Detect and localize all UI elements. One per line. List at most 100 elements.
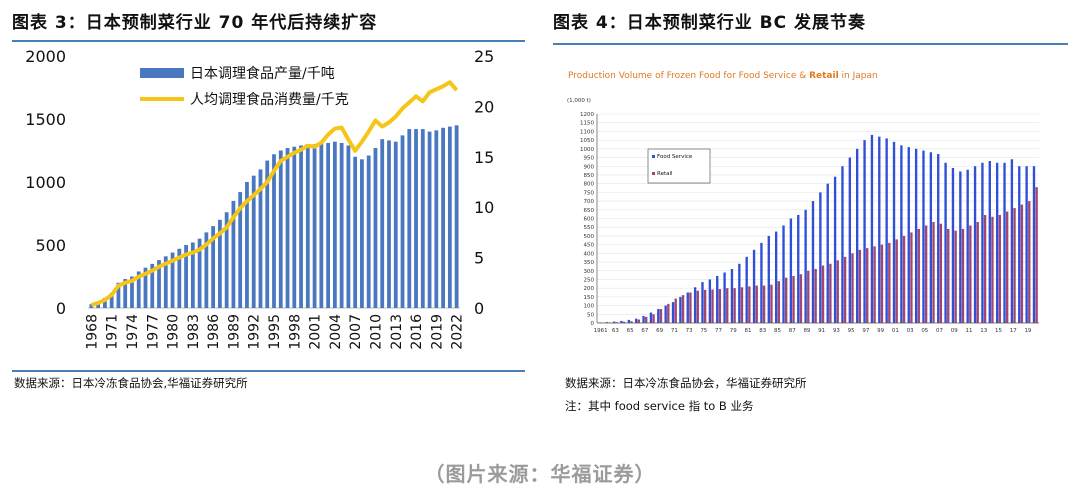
bar-retail-1995 [851, 253, 854, 323]
x-tick-label: 1983 [186, 314, 202, 350]
bar-retail-1982 [755, 285, 758, 323]
bar-retail-1996 [858, 249, 862, 323]
bar-retail-1965 [630, 321, 633, 323]
bar-production-1980 [170, 252, 175, 308]
bar-food-service-2020 [1032, 166, 1036, 323]
y-right-tick-label: 0 [474, 299, 484, 318]
bar-food-service-1982 [752, 249, 756, 323]
bar-production-1978 [157, 260, 161, 308]
bar-production-1987 [218, 219, 222, 308]
bar-retail-2014 [991, 216, 994, 323]
bar-production-1975 [136, 271, 141, 308]
x-tick-label: 11 [966, 328, 973, 334]
bar-food-service-1996 [856, 148, 859, 323]
y-tick-label: 200 [584, 286, 595, 292]
y-tick-label: 700 [584, 199, 595, 205]
bar-retail-1986 [785, 277, 788, 323]
bar-retail-2001 [895, 239, 898, 323]
bar-food-service-1970 [664, 305, 667, 323]
bar-retail-2018 [1020, 204, 1024, 323]
bar-food-service-1972 [679, 296, 682, 324]
bar-production-2013 [393, 141, 398, 308]
bar-food-service-2006 [929, 152, 933, 323]
y-right-tick-label: 10 [474, 198, 494, 217]
bar-food-service-1985 [774, 231, 778, 323]
y-tick-label: 250 [584, 277, 595, 283]
x-tick-label: 1977 [145, 314, 161, 350]
y-tick-label: 950 [584, 156, 595, 162]
bar-production-1970 [103, 297, 107, 308]
bar-food-service-1986 [782, 225, 785, 323]
x-tick-label: 03 [907, 328, 914, 334]
bar-retail-2005 [924, 225, 928, 323]
bar-retail-1963 [615, 322, 618, 323]
bar-food-service-1983 [760, 242, 763, 323]
bar-food-service-1993 [833, 176, 837, 323]
bar-food-service-1978 [723, 272, 726, 323]
bar-production-2015 [407, 129, 412, 308]
line-consumption [90, 80, 459, 307]
bar-food-service-1981 [745, 256, 748, 323]
bar-retail-1990 [814, 269, 817, 323]
x-tick-label: 2019 [429, 314, 445, 350]
bar-production-2012 [387, 140, 391, 308]
y-tick-label: 150 [584, 295, 595, 301]
bar-production-1999 [299, 145, 303, 308]
x-tick-label: 79 [730, 328, 737, 334]
bar-retail-1999 [880, 244, 884, 324]
bar-retail-1969 [659, 309, 663, 323]
bar-food-service-1999 [878, 136, 881, 323]
bar-food-service-2011 [966, 169, 969, 323]
bar-production-1983 [190, 242, 195, 308]
bar-food-service-2010 [959, 171, 962, 323]
bar-retail-1987 [792, 275, 795, 323]
y-tick-label: 850 [584, 173, 595, 179]
bar-food-service-1977 [716, 275, 719, 323]
y-tick-label: 600 [584, 217, 595, 223]
x-tick-label: 1971 [105, 314, 121, 350]
bar-retail-2000 [888, 242, 891, 323]
y-tick-label: 550 [584, 225, 595, 231]
bar-food-service-1973 [686, 292, 689, 323]
x-tick-label: 87 [789, 328, 796, 334]
y-tick-label: 1200 [580, 112, 594, 118]
bar-food-service-1976 [708, 279, 712, 323]
bar-retail-1983 [762, 285, 766, 323]
left-chart-title: 图表 3：日本预制菜行业 70 年代后持续扩容 [12, 13, 378, 33]
x-tick-label: 91 [818, 328, 825, 334]
y-left-tick-label: 1000 [25, 173, 66, 192]
bar-retail-1974 [696, 290, 699, 323]
bar-retail-1984 [770, 284, 773, 323]
x-tick-label: 1989 [226, 314, 242, 350]
bar-production-2007 [353, 156, 358, 308]
bar-food-service-2007 [937, 154, 940, 323]
y-right-tick-label: 5 [474, 249, 484, 268]
x-tick-label: 83 [759, 328, 766, 334]
bar-production-1986 [211, 226, 216, 308]
bar-production-1997 [285, 147, 290, 308]
bar-production-2008 [360, 159, 364, 308]
bar-retail-1968 [652, 314, 655, 323]
y-tick-label: 900 [584, 164, 595, 170]
bar-production-1972 [116, 282, 121, 308]
bar-food-service-2013 [981, 162, 984, 323]
y-left-tick-label: 0 [56, 299, 66, 318]
y-tick-label: 750 [584, 190, 595, 196]
bar-retail-1978 [726, 288, 729, 323]
bar-food-service-2009 [951, 167, 955, 323]
x-tick-label: 1998 [287, 314, 303, 350]
x-tick-label: 93 [833, 328, 840, 334]
bar-food-service-1969 [657, 309, 660, 323]
y-tick-label: 1050 [580, 138, 594, 144]
x-tick-label: 1995 [267, 314, 283, 350]
bar-production-1992 [251, 175, 256, 308]
x-tick-label: 1986 [206, 314, 222, 350]
bar-retail-1966 [637, 319, 641, 323]
x-tick-label: 07 [936, 328, 943, 334]
bar-food-service-1974 [693, 287, 697, 323]
bar-retail-2012 [976, 221, 979, 323]
bar-retail-1979 [733, 288, 736, 323]
bar-retail-1992 [829, 263, 832, 323]
bar-retail-1970 [667, 303, 670, 323]
bar-production-1977 [150, 263, 155, 308]
